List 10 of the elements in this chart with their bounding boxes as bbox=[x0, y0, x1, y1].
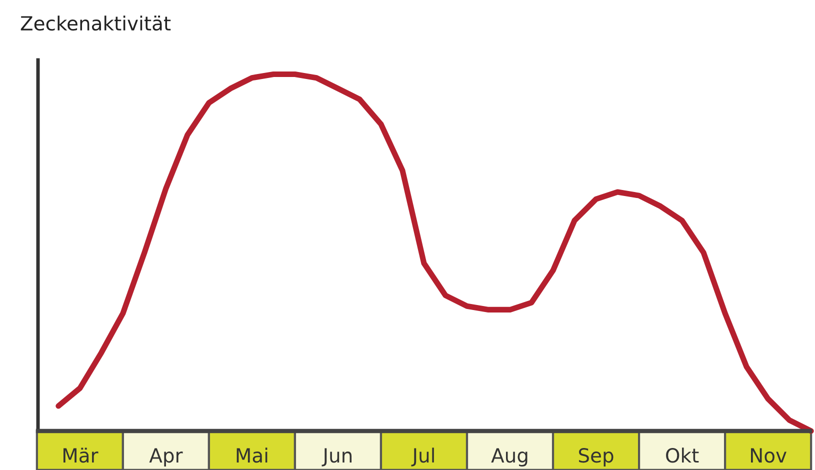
x-tick-label: Mär bbox=[64, 448, 98, 463]
x-tick-label: Mai bbox=[236, 448, 268, 463]
x-tick-label: Aug bbox=[491, 448, 528, 466]
y-axis-title: Zeckenaktivität bbox=[20, 16, 171, 31]
x-tick-label: Okt bbox=[666, 448, 699, 463]
x-tick-label: Jul bbox=[411, 448, 434, 466]
x-tick-label: Apr bbox=[149, 448, 183, 466]
x-tick-label: Nov bbox=[751, 448, 786, 463]
x-tick-label: Jun bbox=[322, 448, 352, 466]
x-tick-label: Sep bbox=[578, 448, 614, 466]
